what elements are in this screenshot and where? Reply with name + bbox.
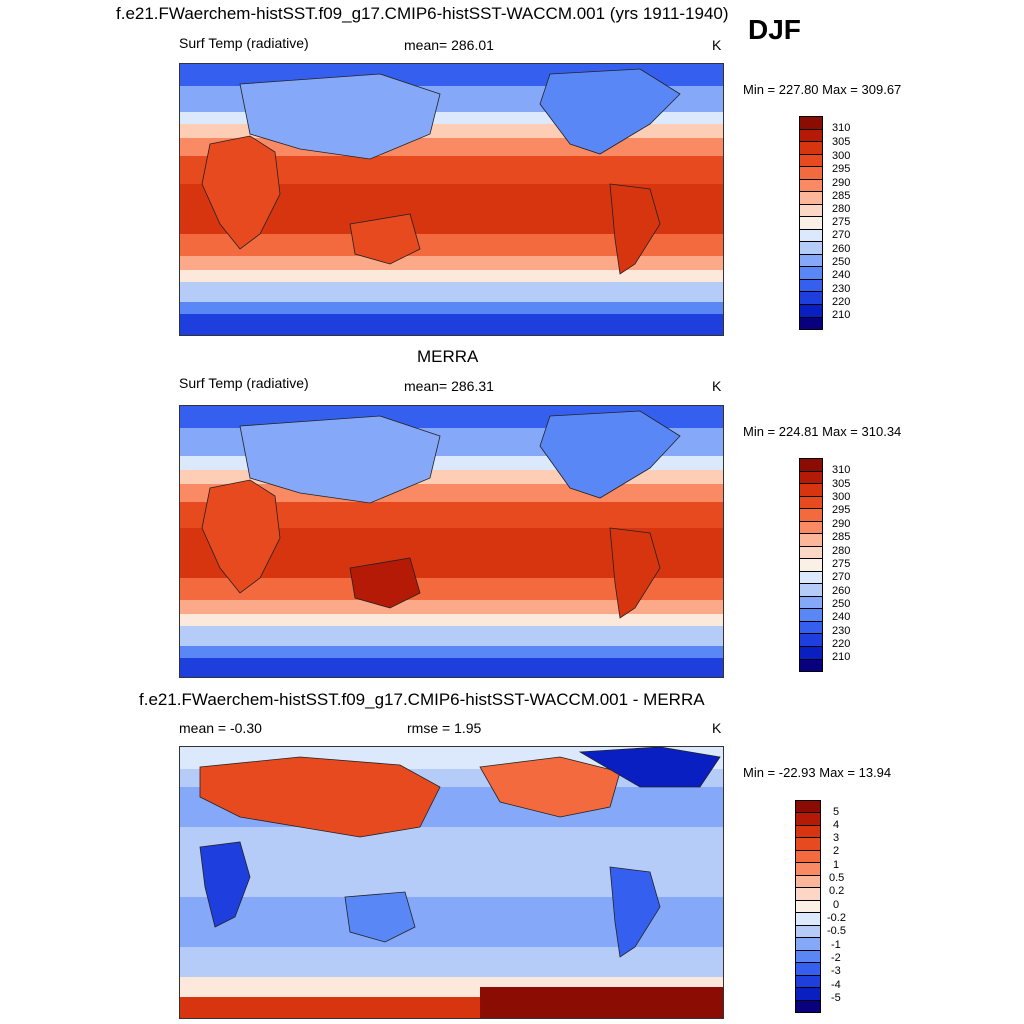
panel-1-colorbar-label: 310 (832, 122, 851, 134)
panel-3-rmse-label: rmse = 1.95 (407, 720, 482, 736)
panel-3-colorbar-label: -0.2 (827, 912, 846, 924)
panel-3-colorbar (795, 800, 821, 1013)
panel-3-colorbar-label: 1 (833, 859, 840, 871)
panel-3-difference-map (179, 746, 724, 1019)
panel-2-colorbar-label: 300 (832, 491, 851, 503)
panel-2-units-label: K (712, 378, 722, 394)
panel-1-colorbar-label: 275 (832, 216, 851, 228)
panel-3-colorbar-label: 0.5 (829, 872, 845, 884)
panel-2-colorbar-label: 290 (832, 518, 851, 530)
panel-1-colorbar-label: 280 (832, 203, 851, 215)
panel-3-colorbar-label: -4 (831, 979, 841, 991)
panel-2-colorbar-label: 260 (832, 585, 851, 597)
panel-1-colorbar (799, 116, 823, 330)
panel-1-model-map (179, 63, 724, 336)
panel-2-merra-map (179, 405, 724, 678)
panel-3-mean-label: mean = -0.30 (179, 720, 262, 736)
panel-2-mean-label: mean= 286.31 (404, 378, 494, 394)
panel-2-colorbar-label: 210 (832, 651, 851, 663)
panel-1-colorbar-label: 305 (832, 136, 851, 148)
panel-2-title: MERRA (417, 347, 479, 366)
panel-1-colorbar-label: 240 (832, 269, 851, 281)
panel-2-colorbar-label: 230 (832, 625, 851, 637)
panel-1-units-label: K (712, 37, 722, 53)
panel-3-colorbar-label: 5 (833, 806, 840, 818)
season-label: DJF (748, 14, 801, 45)
panel-2-colorbar-label: 305 (832, 478, 851, 490)
panel-3-colorbar-label: -0.5 (827, 925, 846, 937)
panel-3-colorbar-label: -1 (831, 939, 841, 951)
panel-1-colorbar-label: 285 (832, 190, 851, 202)
panel-2-colorbar-label: 275 (832, 558, 851, 570)
panel-2-colorbar-label: 240 (832, 611, 851, 623)
panel-1-colorbar-label: 210 (832, 309, 851, 321)
panel-2-colorbar-label: 270 (832, 571, 851, 583)
panel-1-variable-label: Surf Temp (radiative) (179, 35, 309, 51)
panel-3-units-label: K (712, 720, 722, 736)
panel-3-minmax-label: Min = -22.93 Max = 13.94 (743, 765, 892, 780)
panel-3-colorbar-label: -5 (831, 992, 841, 1004)
panel-2-colorbar-label: 250 (832, 598, 851, 610)
panel-1-colorbar-label: 250 (832, 256, 851, 268)
panel-1-title: f.e21.FWaerchem-histSST.f09_g17.CMIP6-hi… (116, 4, 729, 23)
panel-3-colorbar-label: 3 (833, 832, 840, 844)
panel-3-title: f.e21.FWaerchem-histSST.f09_g17.CMIP6-hi… (139, 690, 705, 709)
panel-3-colorbar-label: 0.2 (829, 885, 845, 897)
panel-1-colorbar-label: 300 (832, 150, 851, 162)
panel-1-mean-label: mean= 286.01 (404, 37, 494, 53)
panel-1-colorbar-label: 260 (832, 243, 851, 255)
panel-1-colorbar-label: 290 (832, 177, 851, 189)
panel-2-colorbar (799, 458, 823, 672)
panel-3-colorbar-label: -2 (831, 952, 841, 964)
panel-2-colorbar-label: 280 (832, 545, 851, 557)
panel-1-minmax-label: Min = 227.80 Max = 309.67 (743, 82, 902, 97)
panel-1-colorbar-label: 220 (832, 296, 851, 308)
panel-1-colorbar-label: 295 (832, 163, 851, 175)
panel-1-colorbar-label: 270 (832, 229, 851, 241)
panel-2-colorbar-label: 220 (832, 638, 851, 650)
panel-2-colorbar-label: 310 (832, 464, 851, 476)
panel-3-colorbar-label: 0 (833, 899, 840, 911)
panel-2-variable-label: Surf Temp (radiative) (179, 375, 309, 391)
panel-3-colorbar-label: 2 (833, 845, 840, 857)
panel-2-colorbar-label: 285 (832, 531, 851, 543)
panel-2-colorbar-label: 295 (832, 504, 851, 516)
panel-3-colorbar-label: -3 (831, 965, 841, 977)
panel-3-colorbar-label: 4 (833, 819, 840, 831)
panel-1-colorbar-label: 230 (832, 283, 851, 295)
panel-2-minmax-label: Min = 224.81 Max = 310.34 (743, 424, 902, 439)
